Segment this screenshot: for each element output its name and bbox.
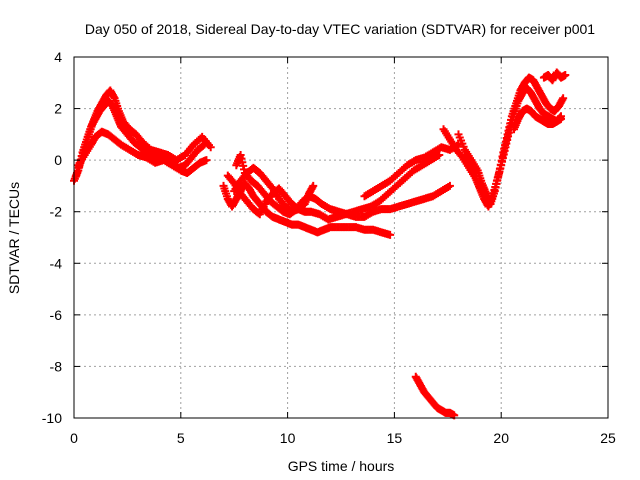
data-point [445,181,454,190]
y-tick-label: -10 [42,410,62,426]
y-tick-label: 0 [54,152,62,168]
y-tick-label: -4 [50,255,63,271]
data-point [559,94,568,103]
x-tick-label: 15 [387,430,403,446]
data-points [70,68,570,420]
data-point [557,112,566,121]
x-tick-label: 25 [600,430,616,446]
series-track-7 [230,163,318,216]
series-track-6 [232,150,454,221]
y-tick-label: -2 [50,204,63,220]
y-axis-label: SDTVAR / TECUs [6,182,22,294]
data-point [386,230,395,239]
data-point [206,143,215,152]
series-track-11 [510,104,566,134]
x-tick-label: 5 [177,430,185,446]
x-axis-label: GPS time / hours [288,458,395,474]
data-point [561,71,570,80]
plot-frame [73,56,609,419]
data-point [309,181,318,190]
series-track-12 [539,68,570,85]
series-track-3 [74,127,211,178]
series-track-10 [454,73,568,208]
series-track-2 [72,86,215,180]
y-tick-label: 4 [54,49,62,65]
y-tick-label: -8 [50,358,63,374]
series-track-4 [219,179,395,239]
data-point [202,156,211,165]
y-axis-ticks: -10 -8 -6 -4 -2 0 2 4 [42,49,608,426]
x-axis-ticks: 0 5 10 15 20 25 [70,57,616,446]
x-tick-label: 20 [493,430,509,446]
series-track-13 [411,372,459,420]
y-tick-label: -6 [50,307,63,323]
data-point [435,150,444,159]
x-tick-label: 0 [70,430,78,446]
chart-title: Day 050 of 2018, Sidereal Day-to-day VTE… [85,21,595,37]
y-tick-label: 2 [54,101,62,117]
series-track-5 [223,150,444,224]
x-tick-label: 10 [280,430,296,446]
